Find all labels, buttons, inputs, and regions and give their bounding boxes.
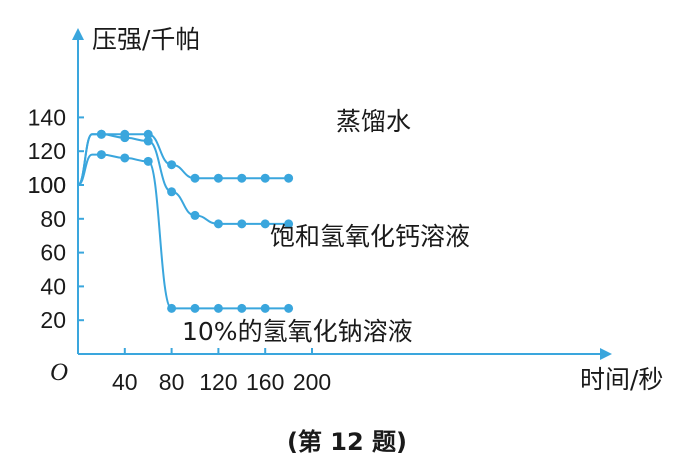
data-point-water xyxy=(213,173,223,183)
x-tick-labels: 40 80 120 160 200 xyxy=(112,369,331,395)
series-points xyxy=(96,129,294,313)
data-point-sodium-hydroxide xyxy=(143,156,153,166)
x-tick-label: 160 xyxy=(246,369,284,395)
series-label-sodium-hydroxide: 10%的氢氧化钠溶液 xyxy=(182,317,413,346)
data-point-calcium-hydroxide xyxy=(190,210,200,220)
x-tick-label: 80 xyxy=(159,369,185,395)
y-tick-label: 80 xyxy=(40,206,66,232)
data-point-sodium-hydroxide xyxy=(213,303,223,313)
data-point-water xyxy=(284,173,294,183)
data-point-water xyxy=(260,173,270,183)
data-point-calcium-hydroxide xyxy=(213,219,223,229)
data-point-sodium-hydroxide xyxy=(284,303,294,313)
axes xyxy=(72,28,612,360)
data-point-water xyxy=(237,173,247,183)
data-point-water xyxy=(143,129,153,139)
data-point-calcium-hydroxide xyxy=(167,187,177,197)
data-point-water xyxy=(190,173,200,183)
x-tick-label: 200 xyxy=(293,369,331,395)
data-point-calcium-hydroxide xyxy=(143,136,153,146)
y-tick-label: 120 xyxy=(28,138,66,164)
data-point-water xyxy=(167,160,177,170)
data-point-calcium-hydroxide xyxy=(237,219,247,229)
y-axis-arrow xyxy=(72,28,84,40)
y-tick-label: 140 xyxy=(28,104,66,130)
x-tick-label: 40 xyxy=(112,369,138,395)
data-point-sodium-hydroxide xyxy=(120,153,130,163)
series-label-water: 蒸馏水 xyxy=(336,107,411,136)
y-tick-label: 40 xyxy=(40,273,66,299)
data-point-calcium-hydroxide xyxy=(284,219,294,229)
x-tick-label: 120 xyxy=(199,369,237,395)
y-tick-label: 20 xyxy=(40,307,66,333)
data-point-calcium-hydroxide xyxy=(96,129,106,139)
series-line-water xyxy=(77,133,289,186)
data-point-calcium-hydroxide xyxy=(120,133,130,143)
series-label-calcium-hydroxide: 饱和氢氧化钙溶液 xyxy=(270,222,470,251)
origin-label: O xyxy=(50,359,68,386)
data-point-sodium-hydroxide xyxy=(237,303,247,313)
data-point-sodium-hydroxide xyxy=(167,303,177,313)
data-point-sodium-hydroxide xyxy=(190,303,200,313)
figure-caption: (第 12 题) xyxy=(287,428,407,456)
series-lines xyxy=(77,133,289,310)
y-tick-label: 100 xyxy=(28,172,66,198)
y-axis-title: 压强/千帕 xyxy=(92,25,200,54)
data-point-calcium-hydroxide xyxy=(260,219,270,229)
x-axis-arrow xyxy=(600,348,612,360)
y-tick-label: 60 xyxy=(40,240,66,266)
data-point-sodium-hydroxide xyxy=(260,303,270,313)
x-axis-title: 时间/秒 xyxy=(580,365,663,394)
y-tick-label: 100 xyxy=(28,172,66,198)
data-point-sodium-hydroxide xyxy=(96,150,106,160)
